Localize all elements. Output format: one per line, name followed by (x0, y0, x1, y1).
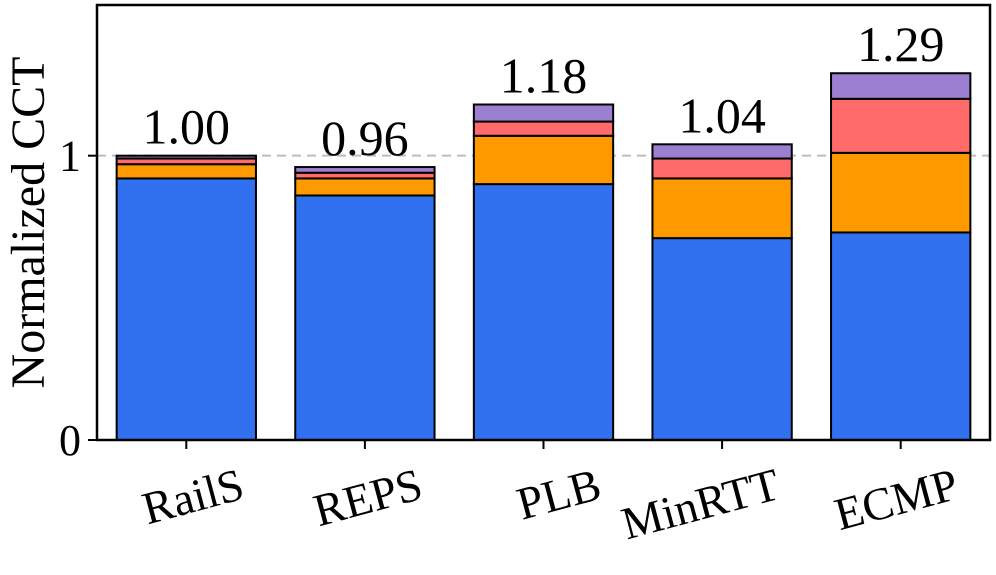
bar-ecmp-segment-1 (830, 231, 972, 441)
bar-plb-segment-4 (472, 103, 615, 123)
bars-group (115, 72, 972, 441)
total-label-plb: 1.18 (500, 48, 588, 104)
data-labels-group: 1.00 0.96 1.18 1.04 1.29 (143, 16, 945, 166)
x-tick-label-reps: REPS (308, 458, 427, 536)
bar-minrtt-segment-1 (651, 237, 793, 441)
y-tick-label: 0 (59, 416, 81, 465)
total-label-ecmp: 1.29 (857, 16, 945, 72)
y-axis-label: Normalized CCT (2, 57, 55, 389)
x-tick-label-minrtt: MinRTT (616, 458, 785, 549)
bar-plb-segment-2 (472, 134, 615, 186)
bar-ecmp-segment-3 (830, 97, 972, 154)
bar-minrtt-segment-4 (651, 143, 793, 160)
bar-plb-segment-3 (472, 120, 615, 137)
bar-rails-segment-4 (115, 154, 257, 160)
x-tick-label-rails: RailS (137, 458, 249, 534)
total-label-rails: 1.00 (143, 99, 231, 155)
bar-rails-segment-1 (115, 177, 257, 441)
bar-reps-segment-4 (294, 166, 436, 174)
bar-reps-segment-2 (294, 177, 436, 197)
bar-ecmp-segment-2 (830, 151, 972, 234)
bar-minrtt-segment-2 (651, 177, 793, 240)
bar-rails-segment-2 (115, 163, 257, 180)
total-label-minrtt: 1.04 (678, 87, 766, 143)
bar-reps-segment-1 (294, 194, 436, 441)
x-ticks-group: RailS REPS PLB MinRTT ECMP (137, 440, 963, 549)
y-tick-label: 1 (59, 132, 81, 181)
x-tick-label-ecmp: ECMP (829, 458, 963, 540)
bar-ecmp-segment-4 (830, 72, 972, 100)
bar-plb-segment-1 (472, 183, 615, 441)
y-ticks-group: 01 (59, 132, 97, 465)
bar-minrtt-segment-3 (651, 157, 793, 180)
total-label-reps: 0.96 (321, 110, 409, 166)
x-tick-label-plb: PLB (511, 458, 606, 529)
